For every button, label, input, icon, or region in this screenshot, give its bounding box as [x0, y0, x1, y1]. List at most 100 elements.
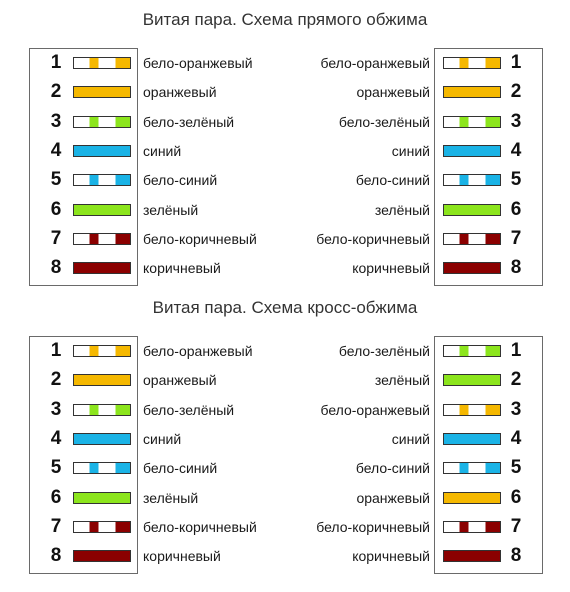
- wire-row: 3 бело-зелёный бело-оранжевый 3: [0, 395, 570, 424]
- wire-color-swatch: [443, 203, 501, 216]
- pin-number: 5: [510, 457, 522, 479]
- wire-color-label: оранжевый: [356, 489, 430, 506]
- pin-number: 8: [510, 545, 522, 567]
- wire-color-label: бело-синий: [355, 460, 430, 477]
- pin-number: 4: [50, 427, 62, 449]
- wire-color-swatch: [73, 462, 131, 475]
- pin-number: 3: [50, 110, 62, 132]
- wire-color-label: синий: [391, 430, 430, 447]
- wire-row: 7 бело-коричневый бело-коричневый 7: [0, 224, 570, 253]
- pin-number: 4: [510, 427, 522, 449]
- wire-color-label: бело-зелёный: [143, 113, 235, 130]
- wire-color-swatch: [73, 115, 131, 128]
- wire-color-swatch: [443, 491, 501, 504]
- wire-color-label: бело-синий: [143, 172, 218, 189]
- pin-number: 2: [510, 369, 522, 391]
- pin-number: 5: [50, 457, 62, 479]
- wire-color-label: оранжевый: [143, 84, 217, 101]
- pin-number: 1: [50, 340, 62, 361]
- pin-number: 5: [510, 169, 522, 191]
- pin-number: 4: [510, 139, 522, 161]
- wire-row: 4 синий синий 4: [0, 136, 570, 165]
- pin-number: 4: [50, 139, 62, 161]
- cross-scheme-title: Витая пара. Схема кросс-обжима: [152, 298, 418, 317]
- wire-color-swatch: [443, 462, 501, 475]
- wire-color-swatch: [73, 550, 131, 563]
- wire-color-label: синий: [143, 430, 182, 447]
- wire-color-swatch: [443, 432, 501, 445]
- wire-color-swatch: [443, 115, 501, 128]
- wire-color-swatch: [443, 520, 501, 533]
- pin-number: 5: [50, 169, 62, 191]
- wire-color-swatch: [443, 374, 501, 387]
- wire-color-label: коричневый: [143, 260, 221, 277]
- wire-color-label: бело-оранжевый: [320, 55, 430, 71]
- pin-number: 7: [50, 515, 62, 537]
- wire-color-swatch: [73, 520, 131, 533]
- wire-row: 1 бело-оранжевый бело-зелёный 1: [0, 336, 570, 365]
- wire-color-swatch: [73, 432, 131, 445]
- wire-row: 4 синий синий 4: [0, 424, 570, 453]
- wire-color-swatch: [443, 403, 501, 416]
- wire-color-swatch: [73, 174, 131, 187]
- pin-number: 7: [50, 227, 62, 249]
- wire-row: 8 коричневый коричневый 8: [0, 541, 570, 570]
- wire-row: 5 бело-синий бело-синий 5: [0, 453, 570, 482]
- wire-row: 6 зелёный оранжевый 6: [0, 483, 570, 512]
- pin-number: 6: [50, 198, 62, 220]
- wire-color-label: бело-оранжевый: [143, 343, 253, 359]
- pin-number: 8: [50, 545, 62, 567]
- wire-color-label: бело-коричневый: [316, 518, 430, 535]
- wire-row: 7 бело-коричневый бело-коричневый 7: [0, 512, 570, 541]
- pin-number: 6: [50, 486, 62, 508]
- wire-color-label: зелёный: [374, 372, 430, 389]
- wire-color-label: зелёный: [374, 201, 430, 218]
- wire-color-label: бело-зелёный: [338, 113, 430, 130]
- wire-color-label: коричневый: [352, 260, 430, 277]
- wire-color-label: бело-зелёный: [143, 401, 235, 418]
- wire-color-swatch: [443, 86, 501, 99]
- wire-color-label: бело-оранжевый: [143, 55, 253, 71]
- wire-color-label: бело-синий: [143, 460, 218, 477]
- pin-number: 7: [510, 515, 522, 537]
- wire-color-swatch: [73, 262, 131, 275]
- wire-row: 3 бело-зелёный бело-зелёный 3: [0, 107, 570, 136]
- wire-color-label: бело-зелёный: [338, 343, 430, 359]
- pin-number: 1: [510, 52, 522, 73]
- wire-color-label: синий: [143, 142, 182, 159]
- pin-number: 2: [510, 81, 522, 103]
- wire-color-label: бело-коричневый: [316, 230, 430, 247]
- pin-number: 2: [50, 369, 62, 391]
- wire-color-swatch: [73, 491, 131, 504]
- pin-number: 3: [510, 398, 522, 420]
- pin-number: 2: [50, 81, 62, 103]
- wire-color-swatch: [73, 232, 131, 245]
- wire-color-swatch: [73, 144, 131, 157]
- wire-color-label: бело-оранжевый: [320, 401, 430, 418]
- wire-row: 6 зелёный зелёный 6: [0, 195, 570, 224]
- wire-color-swatch: [73, 203, 131, 216]
- wire-color-label: коричневый: [143, 548, 221, 565]
- wire-color-label: бело-коричневый: [143, 230, 257, 247]
- wire-row: 2 оранжевый оранжевый 2: [0, 77, 570, 106]
- wire-color-label: синий: [391, 142, 430, 159]
- wire-color-swatch: [73, 374, 131, 387]
- wire-row: 5 бело-синий бело-синий 5: [0, 165, 570, 194]
- pin-number: 1: [50, 52, 62, 73]
- wire-row: 1 бело-оранжевый бело-оранжевый 1: [0, 48, 570, 77]
- pin-number: 7: [510, 227, 522, 249]
- wire-color-swatch: [73, 86, 131, 99]
- wire-color-swatch: [443, 345, 501, 357]
- wire-color-swatch: [443, 174, 501, 187]
- wire-color-swatch: [443, 144, 501, 157]
- wire-color-swatch: [443, 57, 501, 69]
- pin-number: 3: [50, 398, 62, 420]
- wire-color-label: оранжевый: [356, 84, 430, 101]
- wire-row: 2 оранжевый зелёный 2: [0, 365, 570, 394]
- straight-scheme-title: Витая пара. Схема прямого обжима: [142, 10, 428, 29]
- wire-color-label: бело-синий: [355, 172, 430, 189]
- wire-color-label: зелёный: [143, 489, 199, 506]
- wire-color-swatch: [443, 550, 501, 563]
- pin-number: 8: [510, 257, 522, 279]
- wire-color-swatch: [73, 57, 131, 69]
